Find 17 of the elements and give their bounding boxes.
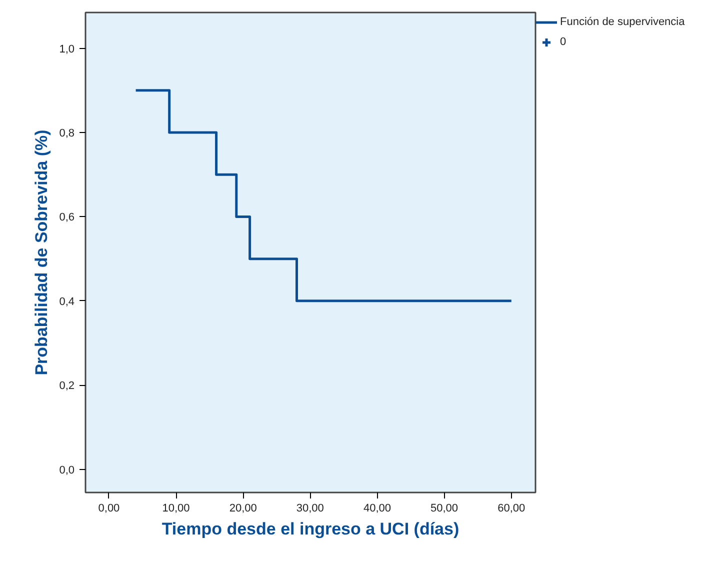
y-tick-label: 0,0 [59, 464, 75, 476]
y-tick-label: 0,2 [59, 380, 75, 392]
y-tick-label: 1,0 [59, 43, 75, 56]
y-tick-label: 0,4 [59, 296, 75, 308]
legend-label: 0 [560, 36, 568, 48]
x-axis-title: Tiempo desde el ingreso a UCI (días) [162, 520, 460, 538]
x-tick-label: 0,00 [98, 502, 120, 514]
x-tick-label: 30,00 [296, 502, 324, 514]
x-tick-label: 40,00 [363, 502, 391, 514]
y-axis-title: Probabilidad de Sobrevida (%) [32, 130, 52, 376]
y-tick-label: 0,6 [59, 212, 75, 224]
x-tick-label: 60,00 [498, 502, 526, 514]
x-tick-label: 50,00 [430, 502, 458, 514]
x-tick-label: 10,00 [162, 502, 190, 514]
x-tick-label: 20,00 [229, 502, 257, 514]
legend-label: Función de supervivencia [560, 16, 685, 28]
y-tick-label: 0,8 [59, 128, 75, 140]
